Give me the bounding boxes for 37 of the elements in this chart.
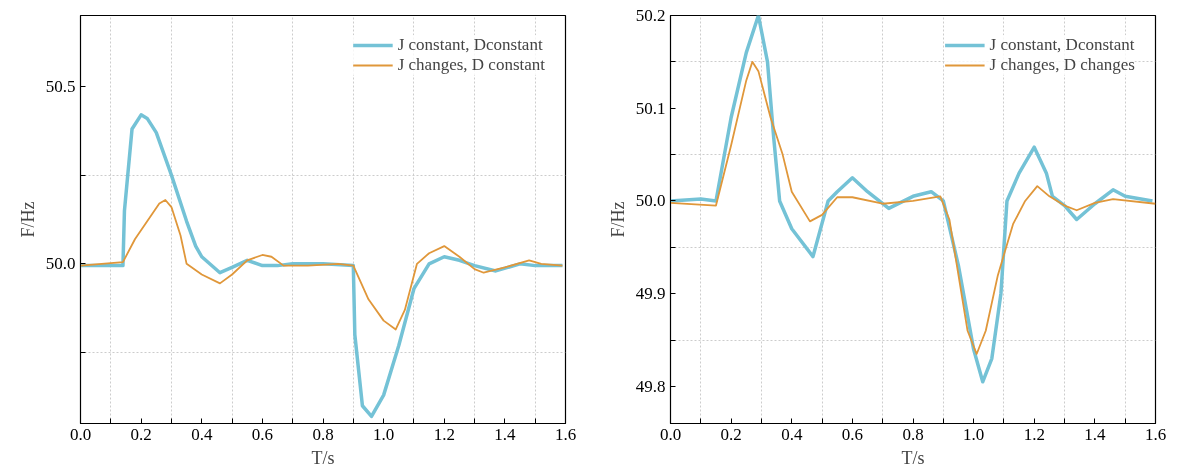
x-tick-label: 1.2 xyxy=(1023,424,1045,444)
line-series xyxy=(670,15,1155,384)
legend-label: J changes, D changes xyxy=(989,55,1135,75)
x-tick-label: 0.4 xyxy=(191,424,213,444)
x-tick-label: 0.6 xyxy=(251,424,273,444)
y-tick-label: 50.2 xyxy=(635,6,666,25)
y-axis-title: F/Hz xyxy=(607,201,628,238)
y-tick-label: 49.8 xyxy=(635,376,666,396)
x-tick-label: 1.6 xyxy=(1144,424,1167,444)
x-tick-label: 0.6 xyxy=(841,424,863,444)
x-tick-label: 0.4 xyxy=(781,424,803,444)
x-tick-label: 1.0 xyxy=(373,424,395,444)
line-series xyxy=(670,60,1156,355)
x-tick-label: 0.8 xyxy=(902,424,924,444)
x-axis-title: T/s xyxy=(901,447,925,468)
x-tick-label: 0.0 xyxy=(69,424,92,444)
legend-label: J changes, D constant xyxy=(397,55,545,75)
x-tick-label: 0.2 xyxy=(720,424,742,444)
x-tick-label: 1.0 xyxy=(963,424,985,444)
line-series xyxy=(80,113,565,419)
x-tick-label: 1.4 xyxy=(494,424,516,444)
x-tick-label: 1.6 xyxy=(554,424,577,444)
y-axis-title: F/Hz xyxy=(17,201,38,238)
x-axis-title: T/s xyxy=(311,447,335,468)
y-tick-label: 50.1 xyxy=(635,98,666,118)
y-tick-label: 50.0 xyxy=(635,191,666,211)
y-tick-label: 50.5 xyxy=(45,76,76,96)
y-tick-label: 50.0 xyxy=(45,254,76,274)
legend-label: J constant, Dconstant xyxy=(397,35,543,55)
y-tick-label: 49.9 xyxy=(635,284,666,304)
x-tick-label: 1.4 xyxy=(1084,424,1106,444)
x-tick-label: 0.8 xyxy=(312,424,334,444)
line-series xyxy=(80,199,564,331)
x-tick-label: 0.0 xyxy=(659,424,682,444)
x-tick-label: 0.2 xyxy=(130,424,152,444)
legend-label: J constant, Dconstant xyxy=(989,35,1135,55)
x-tick-label: 1.2 xyxy=(433,424,455,444)
